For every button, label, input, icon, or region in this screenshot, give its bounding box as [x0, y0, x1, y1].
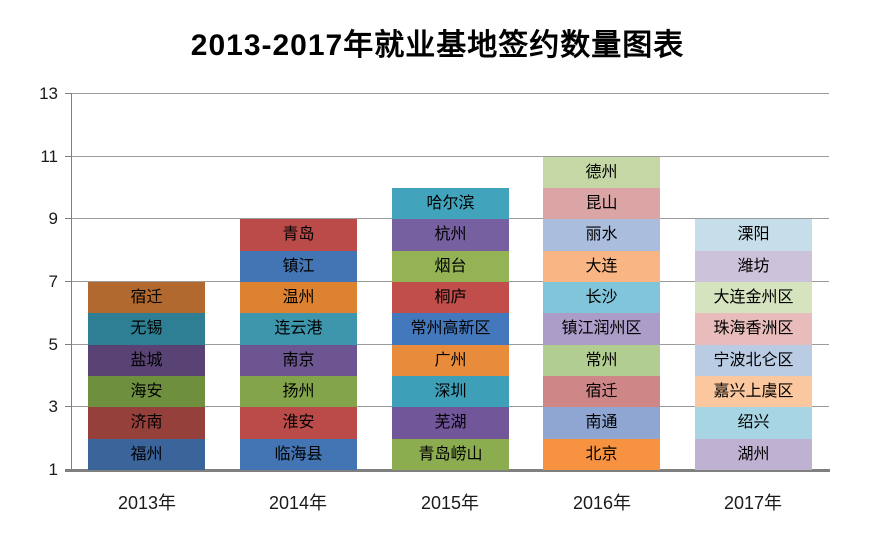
bar-segment: 温州	[240, 282, 357, 313]
bar-segment: 长沙	[543, 282, 660, 313]
bar-segment: 昆山	[543, 188, 660, 219]
bar-segment: 镇江润州区	[543, 313, 660, 345]
bar-segment: 桐庐	[392, 282, 509, 313]
bar-segment: 盐城	[88, 345, 205, 376]
bar-segment: 海安	[88, 376, 205, 407]
y-tick-13	[65, 93, 72, 94]
x-axis-label-2014年: 2014年	[268, 493, 328, 513]
bar-segment: 青岛崂山	[392, 439, 509, 470]
bar-segment: 大连	[543, 251, 660, 282]
bar-segment: 青岛	[240, 219, 357, 251]
bar-segment: 南京	[240, 345, 357, 376]
bar-segment: 济南	[88, 407, 205, 439]
y-axis-label-7: 7	[48, 272, 58, 291]
bar-segment: 宿迁	[88, 282, 205, 313]
y-axis-label-5: 5	[48, 335, 58, 354]
bar-segment: 哈尔滨	[392, 188, 509, 219]
gridline-y-11	[71, 156, 829, 157]
bar-segment: 临海县	[240, 439, 357, 470]
bar-segment: 镇江	[240, 251, 357, 282]
bar-segment: 溧阳	[695, 219, 812, 251]
bar-segment: 宁波北仑区	[695, 345, 812, 376]
bar-segment: 扬州	[240, 376, 357, 407]
bar-segment: 广州	[392, 345, 509, 376]
x-axis-label-2013年: 2013年	[117, 493, 177, 513]
y-axis-label-13: 13	[39, 84, 58, 103]
bar-segment: 杭州	[392, 219, 509, 251]
bar-segment: 常州高新区	[392, 313, 509, 345]
x-axis-label-2015年: 2015年	[420, 493, 480, 513]
bar-segment: 连云港	[240, 313, 357, 345]
bar-segment: 宿迁	[543, 376, 660, 407]
y-tick-7	[65, 281, 72, 282]
bar-segment: 绍兴	[695, 407, 812, 439]
bar-segment: 德州	[543, 157, 660, 188]
bar-segment: 南通	[543, 407, 660, 439]
bar-segment: 丽水	[543, 219, 660, 251]
bar-segment: 湖州	[695, 439, 812, 470]
bar-segment: 深圳	[392, 376, 509, 407]
bar-segment: 淮安	[240, 407, 357, 439]
y-tick-3	[65, 406, 72, 407]
y-tick-5	[65, 344, 72, 345]
y-axis-label-9: 9	[48, 209, 58, 228]
bar-segment: 烟台	[392, 251, 509, 282]
bar-segment: 嘉兴上虞区	[695, 376, 812, 407]
bar-segment: 北京	[543, 439, 660, 470]
bar-segment: 福州	[88, 439, 205, 470]
x-axis-label-2016年: 2016年	[572, 493, 632, 513]
y-tick-11	[65, 156, 72, 157]
y-axis-label-3: 3	[48, 397, 58, 416]
bar-segment: 无锡	[88, 313, 205, 345]
bar-segment: 潍坊	[695, 251, 812, 282]
y-axis-label-11: 11	[40, 147, 58, 166]
bar-segment: 大连金州区	[695, 282, 812, 313]
chart-title: 2013-2017年就业基地签约数量图表	[190, 29, 685, 62]
x-axis-line	[65, 469, 830, 472]
gridline-y-13	[71, 93, 829, 94]
x-axis-label-2017年: 2017年	[723, 493, 783, 513]
y-axis-label-1: 1	[48, 460, 58, 479]
bar-segment: 常州	[543, 345, 660, 376]
bar-segment: 芜湖	[392, 407, 509, 439]
y-axis-line	[71, 94, 72, 471]
bar-segment: 珠海香洲区	[695, 313, 812, 345]
y-tick-9	[65, 218, 72, 219]
